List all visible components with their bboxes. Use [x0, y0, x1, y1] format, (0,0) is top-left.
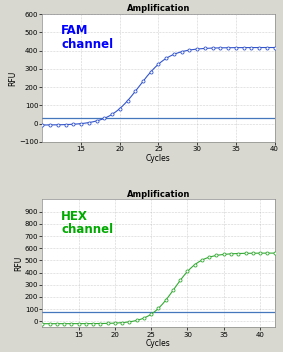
Title: Amplification: Amplification: [127, 190, 190, 199]
Title: Amplification: Amplification: [127, 4, 190, 13]
Y-axis label: RFU: RFU: [8, 70, 18, 86]
X-axis label: Cycles: Cycles: [146, 153, 171, 163]
Y-axis label: RFU: RFU: [14, 256, 23, 271]
X-axis label: Cycles: Cycles: [146, 339, 171, 348]
Text: HEX
channel: HEX channel: [61, 210, 113, 236]
Text: FAM
channel: FAM channel: [61, 24, 113, 51]
